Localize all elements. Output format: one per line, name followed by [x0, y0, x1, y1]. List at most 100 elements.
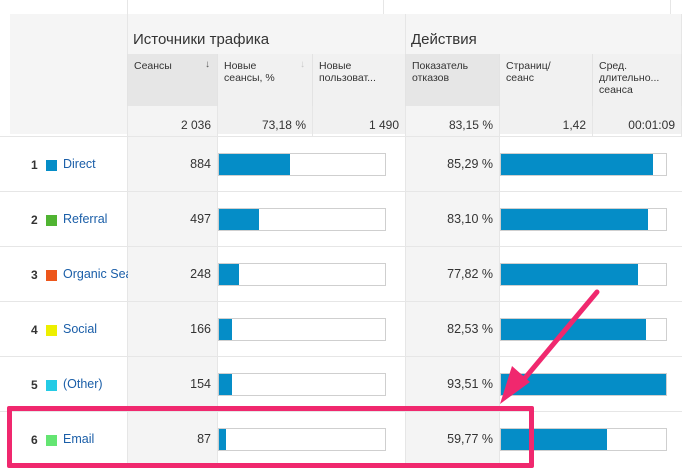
new-sessions-bar-cell: [218, 247, 406, 302]
arrow-down-icon[interactable]: ↓: [205, 59, 210, 70]
sessions-cell: 497: [128, 192, 218, 247]
table-row: 5 (Other) 154 93,51 %: [0, 356, 682, 412]
row-index: 1: [31, 158, 38, 172]
total-new-sessions: 73,18 %: [261, 118, 306, 132]
bounce-value: 82,53 %: [447, 322, 493, 336]
group-traffic-sources: Источники трафика: [128, 14, 406, 54]
new-sessions-bar-cell: [218, 357, 406, 412]
pages-bar-cell: [500, 412, 682, 467]
pages-bar-cell: [500, 357, 682, 412]
row-index: 5: [31, 378, 38, 392]
sort-arrow-icon[interactable]: ↓: [300, 59, 305, 70]
highlight-box: [7, 406, 534, 468]
new-sessions-bar: [218, 428, 386, 451]
series-color-swatch: [46, 435, 57, 446]
series-color-swatch: [46, 380, 57, 391]
sessions-cell: 87: [128, 412, 218, 467]
new-sessions-bar-fill: [219, 374, 233, 395]
column-pages-per-session[interactable]: Страниц/ сеанс: [500, 54, 593, 134]
pages-bar: [500, 263, 667, 286]
pages-bar-fill: [501, 374, 666, 395]
bounce-cell: 77,82 %: [406, 247, 500, 302]
new-sessions-bar-cell: [218, 302, 406, 357]
new-sessions-bar-fill: [219, 209, 259, 230]
new-sessions-bar-cell: [218, 412, 406, 467]
column-new-users[interactable]: Новые пользоват...: [313, 54, 406, 134]
bounce-value: 93,51 %: [447, 377, 493, 391]
bounce-value: 83,10 %: [447, 212, 493, 226]
new-sessions-bar-fill: [219, 319, 233, 340]
column-new-sessions-label: Новые сеансы, %: [224, 60, 275, 84]
new-sessions-bar-cell: [218, 137, 406, 192]
source-cell: 5 (Other): [10, 357, 128, 412]
row-index: 3: [31, 268, 38, 282]
source-link[interactable]: Referral: [63, 212, 108, 226]
source-cell: 3 Organic Search: [10, 247, 137, 302]
row-index: 2: [31, 213, 38, 227]
new-sessions-bar: [218, 208, 386, 231]
pages-bar: [500, 208, 667, 231]
series-color-swatch: [46, 160, 57, 171]
source-link[interactable]: Email: [63, 432, 95, 446]
pages-bar: [500, 428, 667, 451]
pages-bar-cell: [500, 192, 682, 247]
source-cell: 4 Social: [10, 302, 128, 357]
column-duration-label: Сред. длительно... сеанса: [599, 60, 660, 96]
series-color-swatch: [46, 325, 57, 336]
source-cell: 1 Direct: [10, 137, 128, 192]
source-link[interactable]: (Other): [63, 377, 103, 391]
sessions-value: 497: [190, 212, 211, 226]
source-link[interactable]: Social: [63, 322, 98, 336]
sessions-cell: 248: [128, 247, 218, 302]
column-sessions-label: Сеансы: [134, 60, 172, 72]
total-bounce: 83,15 %: [448, 118, 493, 132]
row-index: 4: [31, 323, 38, 337]
group-actions: Действия: [406, 14, 682, 54]
pages-bar-fill: [501, 319, 647, 340]
column-bounce-label: Показатель отказов: [412, 60, 469, 84]
bounce-value: 85,29 %: [447, 157, 493, 171]
new-sessions-bar: [218, 153, 386, 176]
sessions-value: 87: [197, 432, 211, 446]
pages-bar-cell: [500, 247, 682, 302]
new-sessions-bar: [218, 373, 386, 396]
pages-bar-fill: [501, 429, 607, 450]
new-sessions-bar-fill: [219, 429, 226, 450]
table-row: 1 Direct 884 85,29 %: [0, 136, 682, 192]
bounce-cell: 82,53 %: [406, 302, 500, 357]
source-link[interactable]: Organic Search: [63, 267, 137, 281]
group-actions-label: Действия: [411, 31, 477, 48]
pages-bar-cell: [500, 137, 682, 192]
series-color-swatch: [46, 270, 57, 281]
total-sessions: 2 036: [180, 118, 211, 132]
pages-bar: [500, 153, 667, 176]
bounce-value: 59,77 %: [447, 432, 493, 446]
row-index: 6: [31, 433, 38, 447]
sessions-cell: 154: [128, 357, 218, 412]
total-duration: 00:01:09: [628, 118, 675, 132]
bounce-cell: 93,51 %: [406, 357, 500, 412]
pages-bar-fill: [501, 264, 638, 285]
group-traffic-label: Источники трафика: [133, 31, 270, 48]
column-new-users-label: Новые пользоват...: [319, 60, 376, 84]
bounce-cell: 59,77 %: [406, 412, 500, 467]
source-cell: 6 Email: [10, 412, 128, 467]
sessions-value: 154: [190, 377, 211, 391]
total-new-users: 1 490: [368, 118, 399, 132]
table-row: 6 Email 87 59,77 %: [0, 411, 682, 467]
series-color-swatch: [46, 215, 57, 226]
pages-bar-fill: [501, 209, 648, 230]
source-link[interactable]: Direct: [63, 157, 96, 171]
sessions-cell: 166: [128, 302, 218, 357]
total-pages: 1,42: [562, 118, 586, 132]
pages-bar-fill: [501, 154, 653, 175]
bounce-cell: 83,10 %: [406, 192, 500, 247]
bounce-value: 77,82 %: [447, 267, 493, 281]
new-sessions-bar: [218, 263, 386, 286]
bounce-cell: 85,29 %: [406, 137, 500, 192]
pages-bar-cell: [500, 302, 682, 357]
column-avg-duration[interactable]: Сред. длительно... сеанса: [593, 54, 682, 134]
column-new-sessions[interactable]: Новые сеансы, % ↓: [218, 54, 313, 134]
source-cell: 2 Referral: [10, 192, 128, 247]
table-row: 3 Organic Search 248 77,82 %: [0, 246, 682, 302]
